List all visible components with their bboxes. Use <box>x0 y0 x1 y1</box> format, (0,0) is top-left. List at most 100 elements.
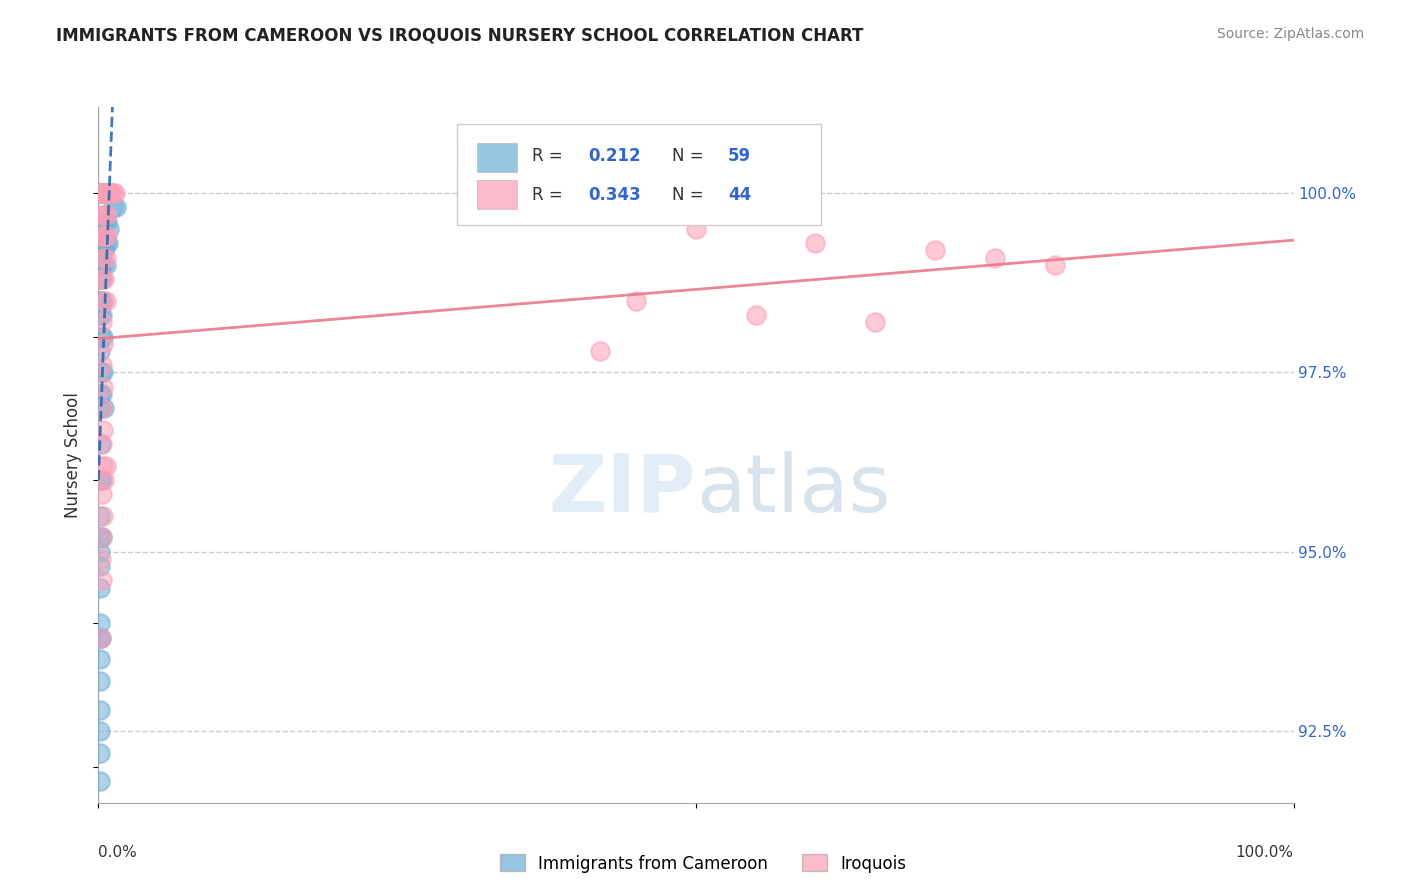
Text: 0.212: 0.212 <box>588 147 641 165</box>
Point <box>89 581 111 595</box>
Point <box>94 186 117 200</box>
Point <box>89 724 111 739</box>
Point <box>91 251 114 265</box>
Point <box>93 215 115 229</box>
Point <box>90 186 112 200</box>
Text: 0.0%: 0.0% <box>98 845 138 860</box>
Point <box>89 508 111 523</box>
Point <box>89 343 111 358</box>
Point <box>94 293 117 308</box>
Point <box>91 401 114 416</box>
Point <box>91 358 114 372</box>
Point <box>91 258 114 272</box>
Point <box>91 423 114 437</box>
Point <box>101 201 124 215</box>
Point <box>91 293 114 308</box>
Point <box>89 272 111 286</box>
Point <box>91 530 114 544</box>
Point <box>91 473 114 487</box>
Text: R =: R = <box>533 186 568 204</box>
Point <box>90 437 112 451</box>
Point <box>97 186 120 200</box>
Point <box>94 251 117 265</box>
Point <box>91 508 114 523</box>
Point <box>91 293 114 308</box>
Point <box>97 186 120 200</box>
Text: 44: 44 <box>728 186 751 204</box>
Point <box>96 186 118 200</box>
Point <box>89 293 111 308</box>
Point <box>745 308 768 322</box>
Text: 100.0%: 100.0% <box>1236 845 1294 860</box>
Point <box>96 215 118 229</box>
Point <box>89 545 111 559</box>
Point <box>89 631 111 645</box>
Text: atlas: atlas <box>696 450 890 529</box>
Point <box>89 258 111 272</box>
Point <box>91 244 114 258</box>
Point <box>104 186 127 200</box>
Point <box>90 258 112 272</box>
Point <box>89 702 111 716</box>
Text: R =: R = <box>533 147 568 165</box>
Point <box>924 244 946 258</box>
Y-axis label: Nursery School: Nursery School <box>65 392 83 518</box>
Point <box>90 186 112 200</box>
Point <box>90 631 112 645</box>
Point <box>91 458 114 473</box>
FancyBboxPatch shape <box>457 124 821 226</box>
Point <box>90 236 112 251</box>
Point <box>94 458 117 473</box>
Point <box>91 186 114 200</box>
Point <box>91 308 114 322</box>
FancyBboxPatch shape <box>477 143 517 172</box>
Point <box>105 201 128 215</box>
Text: IMMIGRANTS FROM CAMEROON VS IROQUOIS NURSERY SCHOOL CORRELATION CHART: IMMIGRANTS FROM CAMEROON VS IROQUOIS NUR… <box>56 27 863 45</box>
Point <box>94 236 117 251</box>
Point <box>89 746 111 760</box>
Point <box>96 229 118 244</box>
Point <box>91 229 114 244</box>
Point <box>98 186 122 200</box>
Point <box>91 487 114 501</box>
Point <box>94 186 117 200</box>
Point <box>93 186 115 200</box>
Point <box>89 308 111 322</box>
Text: N =: N = <box>672 186 709 204</box>
Point <box>91 315 114 329</box>
Point <box>90 186 112 200</box>
Point <box>93 272 115 286</box>
Point <box>626 293 648 308</box>
Point <box>89 673 111 688</box>
Point <box>90 329 112 343</box>
Point <box>91 336 114 351</box>
Point <box>91 380 114 394</box>
Point <box>93 401 115 416</box>
Point <box>90 293 112 308</box>
Point <box>93 208 115 222</box>
Text: ZIP: ZIP <box>548 450 696 529</box>
Point <box>96 208 118 222</box>
Point <box>93 473 115 487</box>
Point <box>101 186 124 200</box>
Point <box>93 229 115 244</box>
Point <box>97 236 120 251</box>
Point <box>91 329 114 343</box>
Point <box>89 244 111 258</box>
Point <box>1043 258 1066 272</box>
Point <box>91 186 114 200</box>
Point <box>91 366 114 380</box>
Point <box>91 574 114 588</box>
Point <box>90 631 112 645</box>
Point <box>89 774 111 789</box>
Point <box>91 208 114 222</box>
Point <box>589 343 612 358</box>
Legend: Immigrants from Cameroon, Iroquois: Immigrants from Cameroon, Iroquois <box>494 847 912 880</box>
Point <box>91 272 114 286</box>
Point <box>98 186 122 200</box>
Point <box>89 616 111 631</box>
Point <box>89 473 111 487</box>
Point <box>91 437 114 451</box>
Point <box>804 236 827 251</box>
Point <box>93 244 115 258</box>
